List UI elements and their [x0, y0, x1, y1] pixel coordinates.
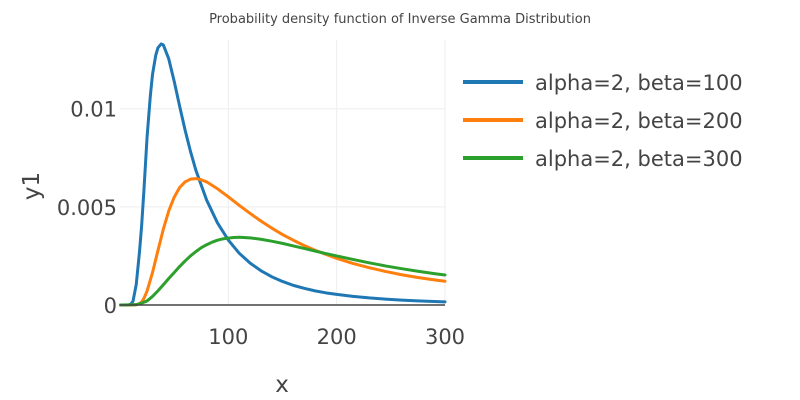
legend-item-3[interactable]: alpha=2, beta=300 — [463, 147, 743, 171]
y-tick-label: 0.005 — [57, 196, 117, 220]
x-tick-label: 100 — [208, 325, 248, 349]
y-tick-label: 0.01 — [70, 98, 117, 122]
legend-label: alpha=2, beta=100 — [535, 71, 743, 95]
legend-label: alpha=2, beta=200 — [535, 109, 743, 133]
x-axis-title: x — [275, 372, 289, 398]
y-tick-label: 0 — [104, 294, 117, 318]
series-line-1 — [119, 42, 447, 307]
series-line-2 — [119, 177, 447, 307]
legend-item-2[interactable]: alpha=2, beta=200 — [463, 109, 743, 133]
chart-title: Probability density function of Inverse … — [209, 12, 591, 27]
x-tick-label: 200 — [317, 325, 357, 349]
axes: 100 200 300 0 0.005 0.01 — [57, 98, 465, 349]
plot-area[interactable] — [119, 40, 447, 307]
legend-item-1[interactable]: alpha=2, beta=100 — [463, 71, 743, 95]
legend-label: alpha=2, beta=300 — [535, 147, 743, 171]
legend[interactable]: alpha=2, beta=100 alpha=2, beta=200 alpha=… — [463, 71, 743, 171]
y-axis-title: y1 — [19, 172, 45, 200]
x-tick-label: 300 — [425, 325, 465, 349]
series-line-3 — [119, 235, 447, 307]
